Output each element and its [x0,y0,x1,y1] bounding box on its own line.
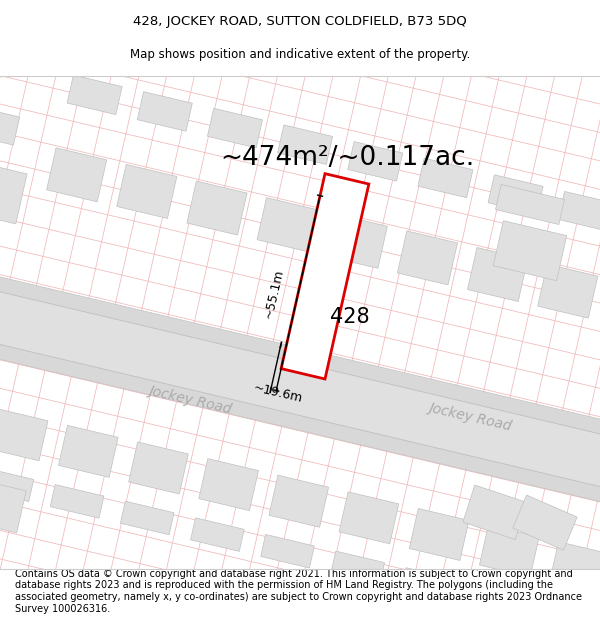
Polygon shape [208,108,262,148]
Polygon shape [463,485,527,539]
Polygon shape [278,125,332,164]
Polygon shape [191,518,244,551]
Polygon shape [541,601,595,625]
Polygon shape [488,175,543,214]
Polygon shape [471,584,525,618]
Polygon shape [0,244,600,466]
Polygon shape [121,501,174,535]
Text: Jockey Road: Jockey Road [427,401,513,433]
Polygon shape [397,231,457,285]
Text: Jockey Road: Jockey Road [147,383,233,416]
Polygon shape [269,475,329,528]
Polygon shape [496,184,565,224]
Polygon shape [58,426,118,478]
Polygon shape [50,484,104,518]
Polygon shape [0,154,27,224]
Polygon shape [199,459,259,511]
Polygon shape [409,509,469,561]
Polygon shape [0,471,26,533]
Polygon shape [327,214,388,268]
Polygon shape [479,525,539,577]
Polygon shape [281,174,369,379]
Polygon shape [0,468,34,501]
Polygon shape [538,264,598,318]
Polygon shape [558,191,600,231]
Polygon shape [513,495,577,550]
Polygon shape [137,92,193,131]
Text: 428, JOCKEY ROAD, SUTTON COLDFIELD, B73 5DQ: 428, JOCKEY ROAD, SUTTON COLDFIELD, B73 … [133,15,467,28]
Polygon shape [339,492,399,544]
Text: Map shows position and indicative extent of the property.: Map shows position and indicative extent… [130,48,470,61]
Text: Contains OS data © Crown copyright and database right 2021. This information is : Contains OS data © Crown copyright and d… [15,569,582,614]
Polygon shape [0,312,600,534]
Polygon shape [47,148,107,202]
Text: 428: 428 [330,308,370,328]
Polygon shape [128,442,188,494]
Polygon shape [550,542,600,594]
Polygon shape [261,534,314,568]
Text: ~19.6m: ~19.6m [252,382,304,406]
Polygon shape [0,261,600,518]
Polygon shape [0,100,20,145]
Polygon shape [418,158,473,198]
Polygon shape [0,409,48,461]
Polygon shape [331,551,385,584]
Polygon shape [468,438,522,474]
Polygon shape [257,198,317,252]
Text: ~55.1m: ~55.1m [262,267,286,319]
Polygon shape [117,164,177,218]
Polygon shape [401,568,455,601]
Polygon shape [493,221,567,281]
Polygon shape [187,181,247,235]
Polygon shape [348,141,403,181]
Text: ~474m²/~0.117ac.: ~474m²/~0.117ac. [220,146,474,171]
Polygon shape [467,248,527,301]
Polygon shape [67,75,122,114]
